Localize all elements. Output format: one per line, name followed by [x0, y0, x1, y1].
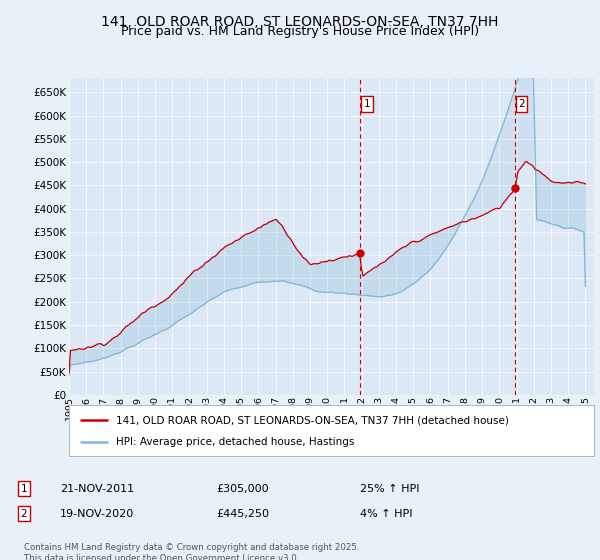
Text: 4% ↑ HPI: 4% ↑ HPI [360, 508, 413, 519]
Text: 19-NOV-2020: 19-NOV-2020 [60, 508, 134, 519]
Text: 1: 1 [20, 484, 28, 494]
Text: 2: 2 [20, 508, 28, 519]
Text: Price paid vs. HM Land Registry's House Price Index (HPI): Price paid vs. HM Land Registry's House … [121, 25, 479, 38]
Text: 21-NOV-2011: 21-NOV-2011 [60, 484, 134, 494]
Text: Contains HM Land Registry data © Crown copyright and database right 2025.
This d: Contains HM Land Registry data © Crown c… [24, 543, 359, 560]
Text: £445,250: £445,250 [216, 508, 269, 519]
Text: £305,000: £305,000 [216, 484, 269, 494]
Text: HPI: Average price, detached house, Hastings: HPI: Average price, detached house, Hast… [116, 437, 355, 447]
Text: 141, OLD ROAR ROAD, ST LEONARDS-ON-SEA, TN37 7HH: 141, OLD ROAR ROAD, ST LEONARDS-ON-SEA, … [101, 15, 499, 29]
Text: 141, OLD ROAR ROAD, ST LEONARDS-ON-SEA, TN37 7HH (detached house): 141, OLD ROAR ROAD, ST LEONARDS-ON-SEA, … [116, 416, 509, 426]
Text: 25% ↑ HPI: 25% ↑ HPI [360, 484, 419, 494]
Text: 1: 1 [364, 99, 370, 109]
Text: 2: 2 [518, 99, 525, 109]
